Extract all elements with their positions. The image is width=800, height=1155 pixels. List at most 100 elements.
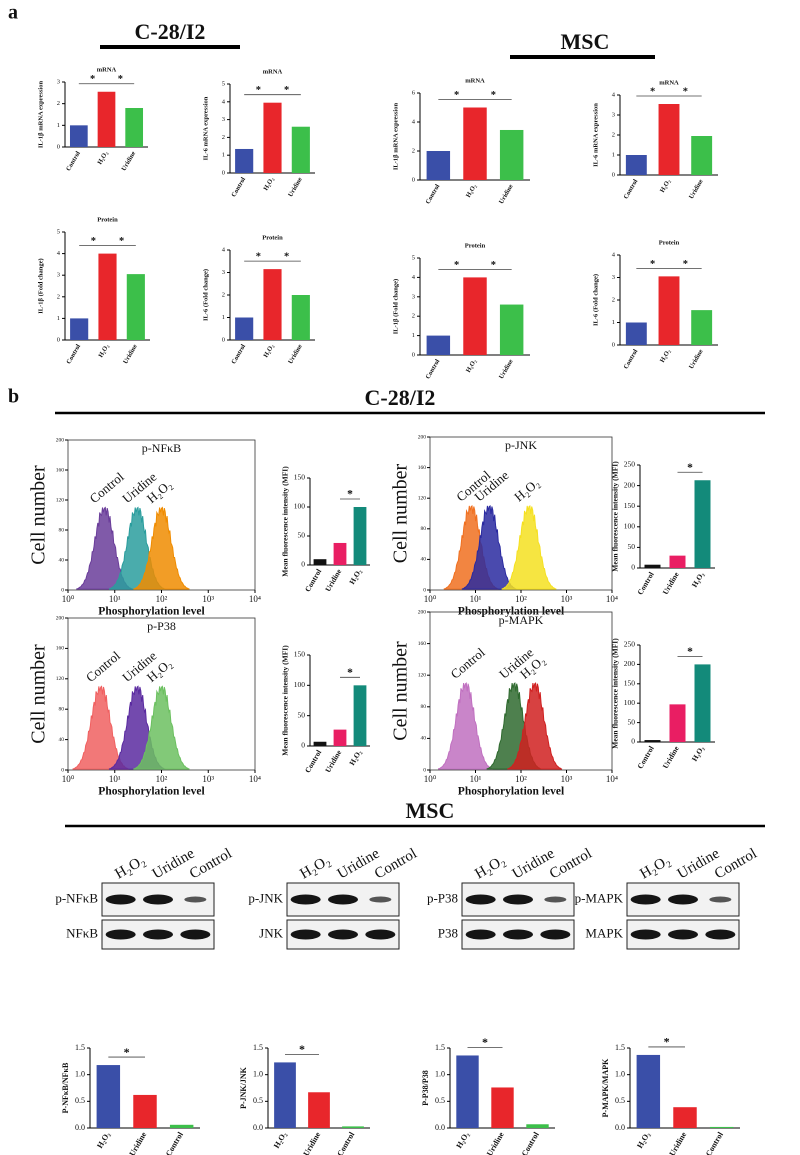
chart-title: p-P38	[147, 619, 176, 633]
bar	[658, 104, 680, 175]
series-label: Control	[87, 469, 127, 506]
x-tick-label: H₂O₂	[262, 176, 275, 192]
y-axis-label: P-P38/P38	[421, 1070, 430, 1106]
group-header: MSC	[406, 798, 455, 823]
y-tick-label: 5	[222, 80, 225, 87]
y-tick-label: 2	[612, 131, 615, 138]
y-tick-label: 120	[418, 495, 427, 501]
y-axis-label: Cell number	[390, 463, 412, 563]
y-tick-label: 80	[421, 526, 427, 532]
y-tick-label: 1	[612, 151, 615, 158]
bar	[694, 664, 711, 742]
histogram	[501, 504, 557, 590]
y-tick-label: 1	[612, 319, 615, 326]
y-tick-label: 200	[624, 480, 636, 489]
bar	[98, 253, 117, 340]
y-tick-label: 1	[222, 152, 225, 159]
x-tick-label: 10³	[202, 774, 214, 784]
y-tick-label: 50	[298, 710, 306, 719]
bar	[625, 155, 647, 175]
significance-label: *	[256, 252, 261, 263]
x-tick-label: Uridine	[287, 176, 304, 198]
blot-band	[630, 929, 661, 940]
blot-column-label: Control	[547, 846, 595, 883]
bar	[308, 1092, 330, 1128]
x-tick-label: H₂O₂	[690, 570, 706, 589]
significance-label: *	[687, 462, 693, 474]
y-tick-label: 5	[412, 254, 415, 261]
bar	[97, 91, 116, 147]
significance-label: *	[347, 667, 353, 679]
y-tick-label: 80	[59, 706, 65, 712]
blot-row-label: p-NFκB	[55, 890, 98, 905]
y-axis-label: IL-6 mRNA expression	[202, 96, 209, 160]
y-axis-label: Mean fluorescence intensity (MFI)	[281, 466, 290, 577]
x-tick-label: H₂O₂	[465, 183, 478, 199]
chart-title: Protein	[262, 234, 283, 241]
y-tick-label: 4	[412, 274, 416, 281]
significance-label: *	[118, 74, 123, 85]
chart-title: p-NFκB	[142, 441, 181, 455]
y-tick-label: 160	[56, 467, 65, 473]
y-tick-label: 100	[624, 522, 636, 531]
x-tick-label: H₂O₂	[95, 1130, 112, 1150]
histogram	[133, 685, 190, 770]
y-axis-label: IL-6 (Fold change)	[202, 269, 209, 321]
significance-label: *	[256, 85, 261, 96]
y-tick-label: 1.5	[435, 1043, 445, 1052]
y-tick-label: 150	[624, 679, 636, 688]
y-tick-label: 50	[628, 717, 636, 726]
blot-column-label: Uridine	[675, 846, 723, 883]
y-tick-label: 120	[418, 672, 427, 678]
y-tick-label: 40	[59, 737, 65, 743]
chart-title: p-MAPK	[499, 613, 544, 627]
x-tick-label: Control	[303, 748, 323, 774]
blot-band	[143, 929, 173, 940]
y-tick-label: 120	[56, 497, 65, 503]
x-tick-label: Control	[335, 1130, 356, 1155]
bar	[125, 108, 144, 147]
y-tick-label: 0.0	[75, 1123, 85, 1132]
x-tick-label: H₂O₂	[347, 748, 363, 767]
y-tick-label: 250	[624, 460, 636, 469]
bar	[291, 295, 310, 340]
y-tick-label: 2	[222, 134, 225, 141]
y-axis-label: Cell number	[28, 465, 50, 565]
y-tick-label: 0	[301, 741, 305, 750]
y-tick-label: 1	[57, 122, 60, 129]
x-tick-label: Uridine	[122, 343, 139, 365]
significance-label: *	[284, 85, 289, 96]
x-tick-label: Uridine	[120, 150, 137, 172]
blot-column-label: Control	[712, 846, 760, 883]
y-tick-label: 1.5	[253, 1043, 263, 1052]
y-tick-label: 1	[222, 314, 225, 321]
bar	[625, 322, 647, 345]
y-tick-label: 200	[624, 659, 636, 668]
y-tick-label: 160	[56, 646, 65, 652]
y-tick-label: 0	[57, 143, 60, 150]
x-tick-label: H₂O₂	[454, 1130, 471, 1150]
x-tick-label: 10³	[561, 774, 573, 784]
x-tick-label: Control	[520, 1130, 541, 1155]
blot-row-label: p-JNK	[248, 890, 283, 905]
significance-label: *	[650, 86, 655, 97]
bar	[694, 480, 711, 568]
bar	[456, 1055, 479, 1128]
y-tick-label: 0	[57, 336, 60, 343]
y-tick-label: 40	[421, 736, 427, 742]
blot-band	[503, 894, 533, 905]
y-axis-label: IL-6 (Fold change)	[592, 274, 599, 326]
y-tick-label: 2	[57, 100, 60, 107]
x-tick-label: Uridine	[301, 1130, 322, 1155]
x-tick-label: 10⁴	[249, 774, 261, 784]
bar	[499, 304, 524, 355]
x-tick-label: 10⁴	[249, 594, 261, 604]
x-tick-label: Control	[65, 150, 82, 172]
blot-column-label: Control	[372, 846, 420, 883]
x-tick-label: H₂O₂	[635, 1130, 652, 1150]
y-tick-label: 0.0	[435, 1123, 445, 1132]
y-axis-label: Cell number	[28, 644, 50, 744]
x-tick-label: H₂O₂	[96, 150, 109, 166]
chart-title: mRNA	[465, 77, 485, 84]
x-tick-label: H₂O₂	[465, 358, 478, 374]
